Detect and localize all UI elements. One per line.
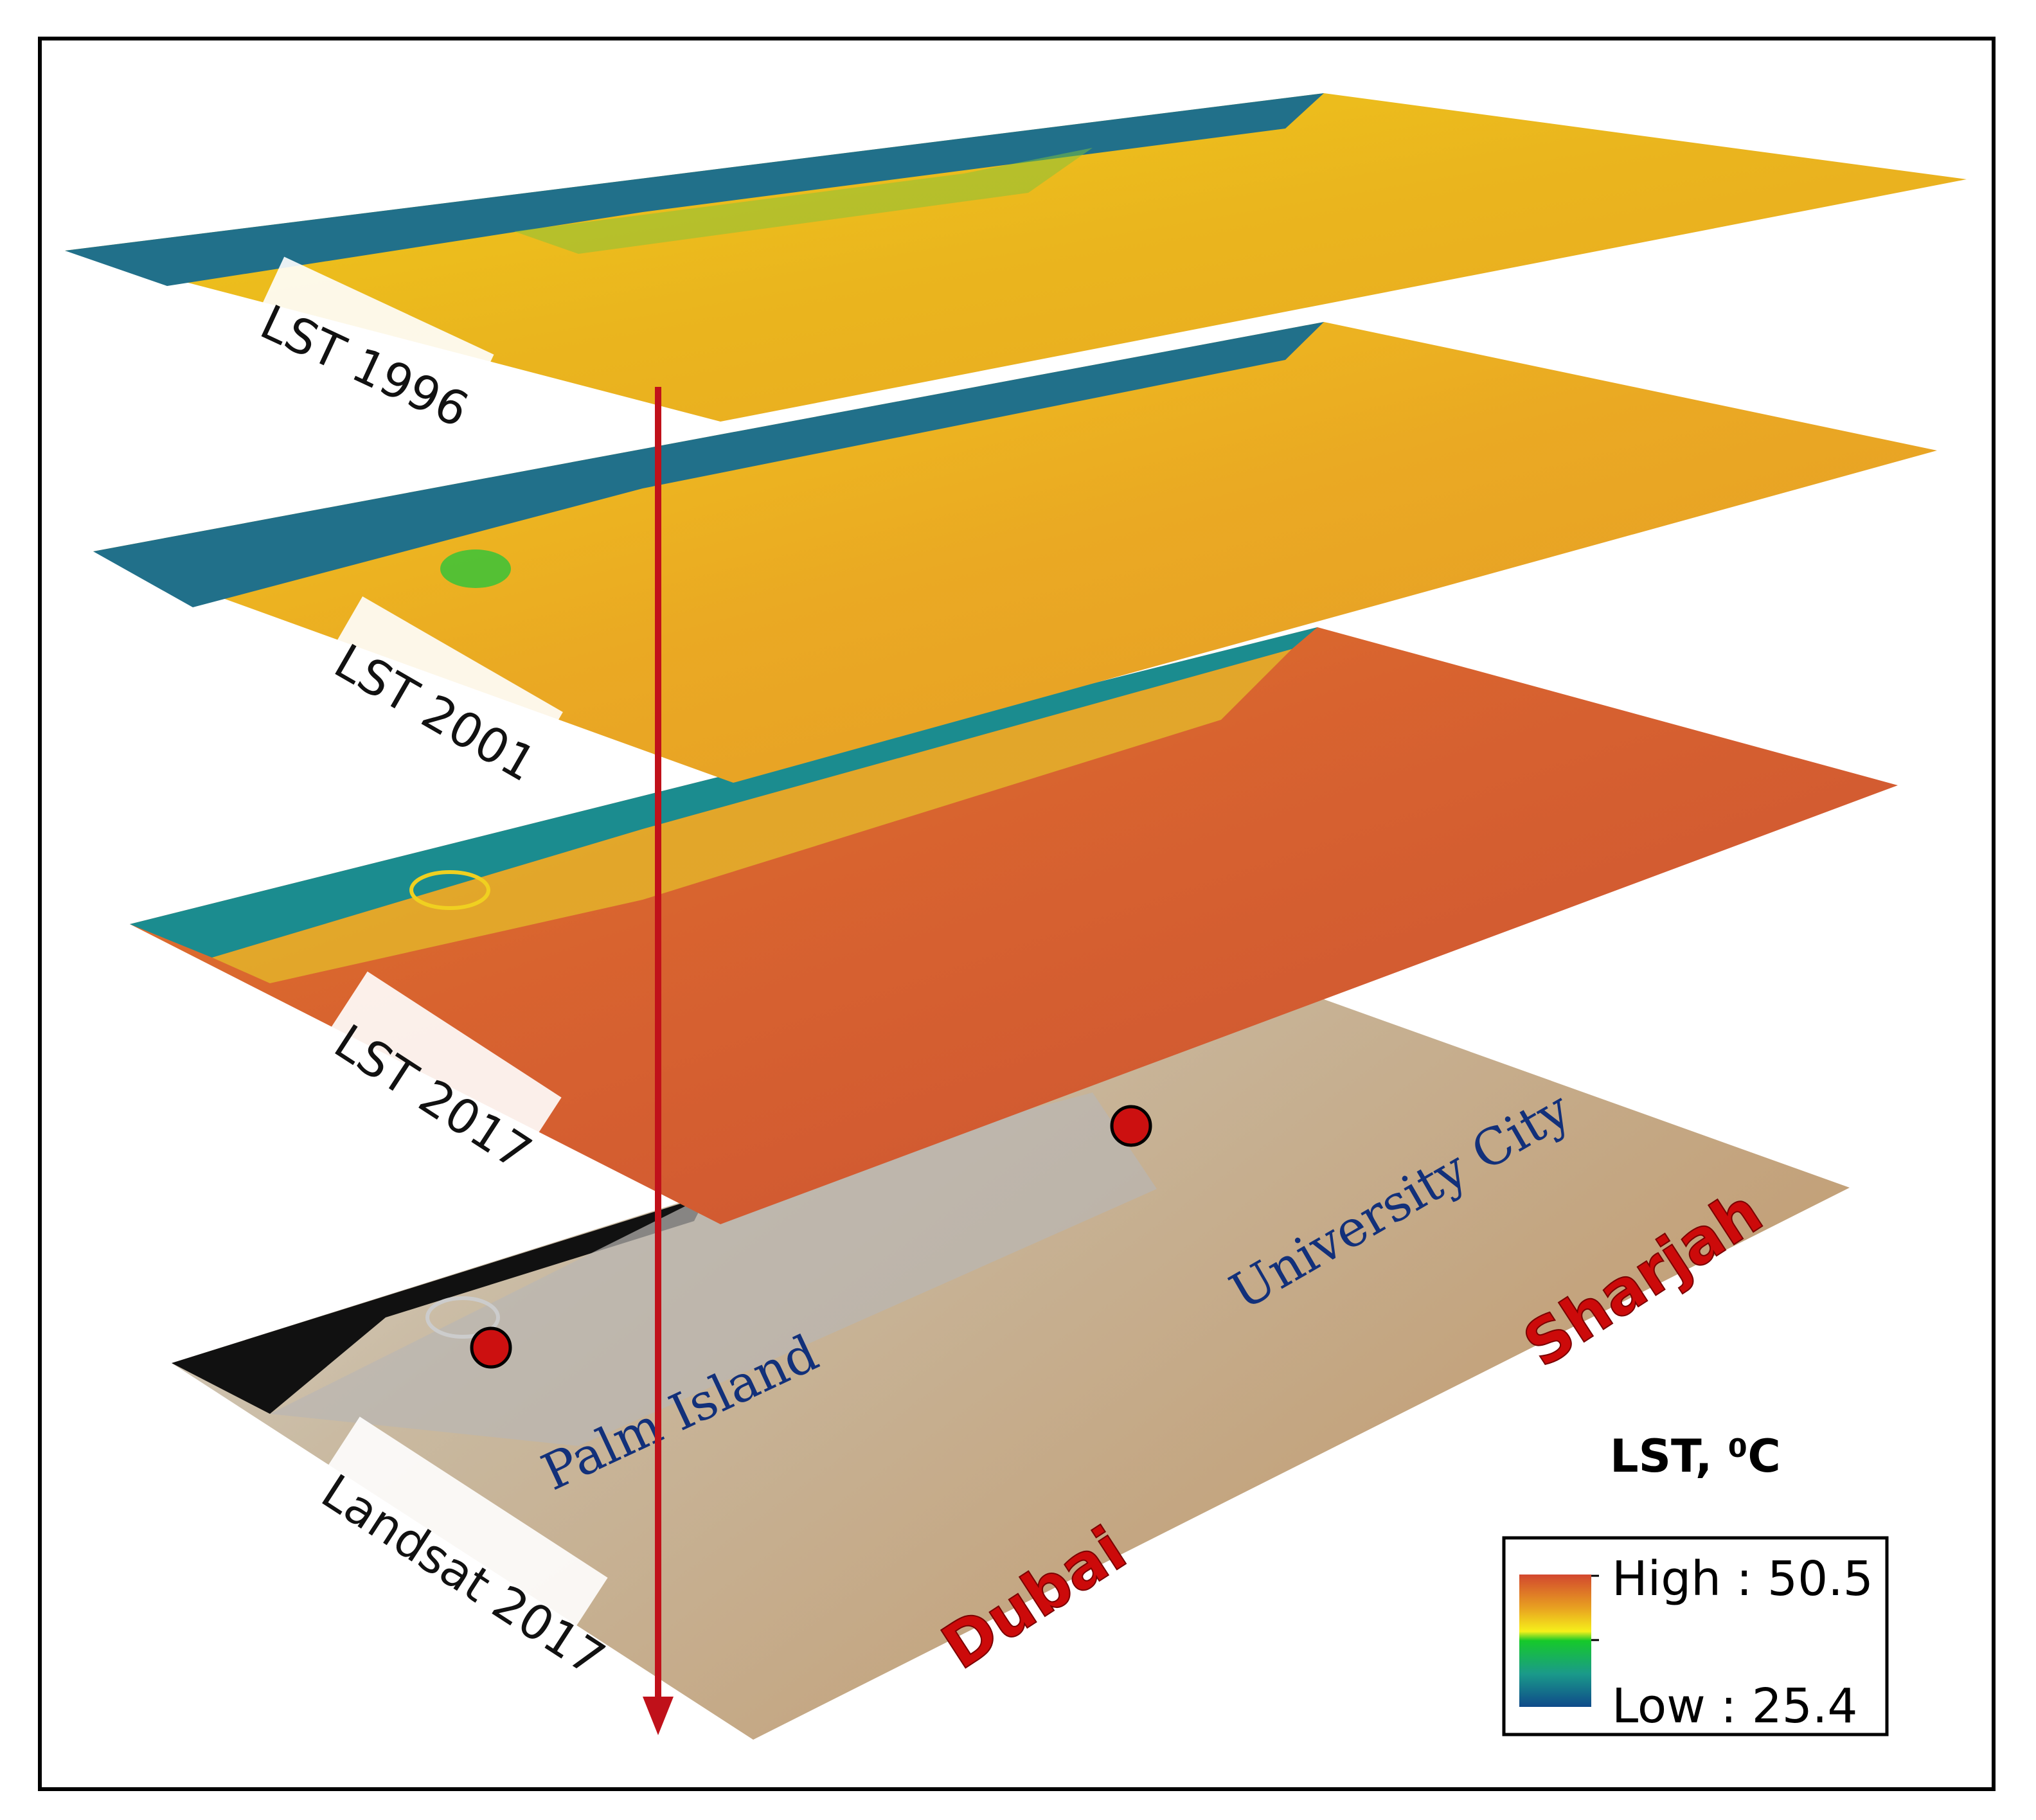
layer-lst-2017 [130, 627, 1898, 1224]
legend-color-ramp [1519, 1575, 1591, 1707]
marker-university-city [1110, 1105, 1152, 1147]
legend: LST, ⁰C High : 50.5 Low : 25.4 [1502, 1430, 1889, 1736]
layer-lst-2001 [93, 322, 1937, 783]
time-arrow [643, 387, 674, 1735]
legend-high: High : 50.5 [1612, 1551, 1873, 1607]
legend-title: LST, ⁰C [1610, 1430, 1781, 1483]
palm-island-shape [425, 1296, 500, 1339]
legend-low: Low : 25.4 [1612, 1679, 1857, 1734]
marker-palm-island [470, 1326, 512, 1369]
layer-lst-1996 [65, 93, 1967, 422]
